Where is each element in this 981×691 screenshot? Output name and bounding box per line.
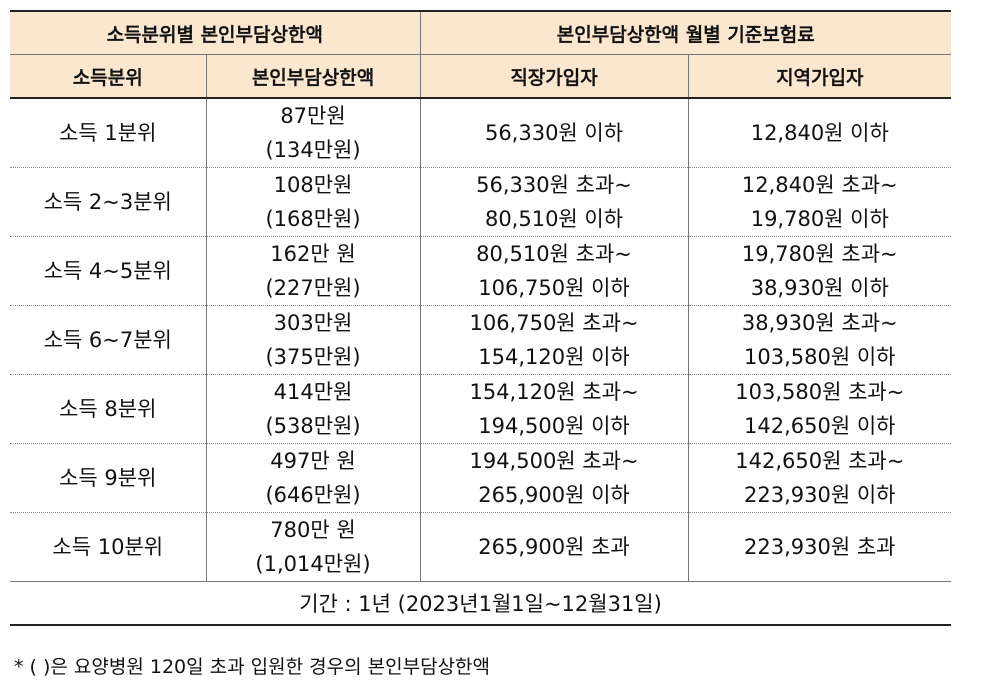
group-header-monthly-premium: 본인부담상한액 월별 기준보험료	[419, 10, 952, 55]
cap-amount-cell: 162만 원 (227만원)	[205, 236, 421, 306]
income-cap-table: 소득분위별 본인부담상한액 본인부담상한액 월별 기준보험료 소득분위 본인부담…	[10, 10, 952, 626]
group-header-income-cap: 소득분위별 본인부담상한액	[10, 10, 421, 55]
cap-amount-cell-line: 87만원	[280, 104, 346, 128]
cap-amount-cell-line: 497만 원	[270, 449, 356, 473]
employee-premium-cell-line: 80,510원 이하	[484, 207, 624, 231]
employee-premium-cell-line: 194,500원 초과~	[469, 449, 639, 473]
cap-amount-cell: 780만 원 (1,014만원)	[205, 512, 421, 582]
employee-premium-cell: 56,330원 초과~ 80,510원 이하	[419, 167, 689, 237]
cap-amount-cell-line: (646만원)	[265, 483, 361, 507]
regional-premium-cell-line: 223,930원 이하	[744, 483, 896, 507]
cap-amount-cell-line: 303만원	[273, 311, 353, 335]
income-bracket-cell: 소득 9분위	[10, 443, 206, 513]
employee-premium-cell-line: 154,120원 초과~	[469, 380, 639, 404]
regional-premium-cell-line: 12,840원 이하	[750, 121, 889, 145]
column-header-income-bracket: 소득분위	[10, 54, 206, 99]
regional-premium-cell: 223,930원 초과	[687, 512, 952, 582]
income-bracket-cell: 소득 8분위	[10, 374, 206, 444]
employee-premium-cell-line: 265,900원 초과	[478, 535, 630, 559]
regional-premium-cell-line: 103,580원 이하	[744, 345, 896, 369]
period-row: 기간 : 1년 (2023년1월1일~12월31일)	[10, 581, 952, 626]
employee-premium-cell-line: 106,750원 초과~	[469, 311, 639, 335]
regional-premium-cell-line: 142,650원 이하	[744, 414, 896, 438]
employee-premium-cell: 106,750원 초과~ 154,120원 이하	[419, 305, 689, 375]
cap-amount-cell-line: 780만 원	[270, 518, 356, 542]
column-header-employee: 직장가입자	[419, 54, 689, 99]
employee-premium-cell-line: 154,120원 이하	[478, 345, 630, 369]
cap-amount-cell: 303만원 (375만원)	[205, 305, 421, 375]
employee-premium-cell: 154,120원 초과~ 194,500원 이하	[419, 374, 689, 444]
regional-premium-cell-line: 103,580원 초과~	[735, 380, 905, 404]
cap-amount-cell-line: (1,014만원)	[255, 552, 371, 576]
cap-amount-cell-line: (134만원)	[265, 138, 361, 162]
table-row: 소득 10분위 780만 원 (1,014만원) 265,900원 초과 223,930…	[10, 512, 952, 582]
regional-premium-cell: 12,840원 초과~ 19,780원 이하	[687, 167, 952, 237]
cap-amount-cell-line: 108만원	[273, 173, 353, 197]
cap-amount-cell-line: 414만원	[273, 380, 353, 404]
income-bracket-cell: 소득 4~5분위	[10, 236, 206, 306]
column-header-regional: 지역가입자	[687, 54, 952, 99]
employee-premium-cell: 194,500원 초과~ 265,900원 이하	[419, 443, 689, 513]
regional-premium-cell-line: 223,930원 초과	[744, 535, 896, 559]
table-body: 소득 1분위 87만원 (134만원) 56,330원 이하 12,840원 이하 소득 …	[10, 98, 952, 582]
cap-amount-cell: 414만원 (538만원)	[205, 374, 421, 444]
regional-premium-cell-line: 142,650원 초과~	[735, 449, 905, 473]
employee-premium-cell-line: 194,500원 이하	[478, 414, 630, 438]
regional-premium-cell: 12,840원 이하	[687, 98, 952, 168]
regional-premium-cell-line: 38,930원 초과~	[741, 311, 898, 335]
cap-amount-cell-line: 162만 원	[270, 242, 356, 266]
table-row: 소득 2~3분위 108만원 (168만원) 56,330원 초과~ 80,510원 이…	[10, 167, 952, 237]
table-row: 소득 1분위 87만원 (134만원) 56,330원 이하 12,840원 이하	[10, 98, 952, 168]
employee-premium-cell-line: 106,750원 이하	[478, 276, 630, 300]
regional-premium-cell-line: 12,840원 초과~	[741, 173, 898, 197]
regional-premium-cell: 19,780원 초과~ 38,930원 이하	[687, 236, 952, 306]
cap-amount-cell-line: (168만원)	[265, 207, 361, 231]
employee-premium-cell-line: 80,510원 초과~	[476, 242, 632, 266]
regional-premium-cell-line: 19,780원 초과~	[741, 242, 898, 266]
column-header-cap-amount: 본인부담상한액	[205, 54, 421, 99]
cap-amount-cell: 497만 원 (646만원)	[205, 443, 421, 513]
employee-premium-cell: 80,510원 초과~ 106,750원 이하	[419, 236, 689, 306]
cap-amount-cell-line: (375만원)	[265, 345, 361, 369]
employee-premium-cell-line: 265,900원 이하	[478, 483, 630, 507]
regional-premium-cell: 38,930원 초과~ 103,580원 이하	[687, 305, 952, 375]
cap-amount-cell: 108만원 (168만원)	[205, 167, 421, 237]
income-bracket-cell: 소득 2~3분위	[10, 167, 206, 237]
regional-premium-cell-line: 19,780원 이하	[750, 207, 889, 231]
employee-premium-cell-line: 56,330원 초과~	[476, 173, 632, 197]
income-bracket-cell: 소득 1분위	[10, 98, 206, 168]
income-bracket-cell: 소득 6~7분위	[10, 305, 206, 375]
regional-premium-cell-line: 38,930원 이하	[750, 276, 889, 300]
table-row: 소득 8분위 414만원 (538만원) 154,120원 초과~ 194,500원 이…	[10, 374, 952, 444]
cap-amount-cell: 87만원 (134만원)	[205, 98, 421, 168]
regional-premium-cell: 142,650원 초과~ 223,930원 이하	[687, 443, 952, 513]
table-row: 소득 4~5분위 162만 원 (227만원) 80,510원 초과~ 106,750원…	[10, 236, 952, 306]
cap-amount-cell-line: (538만원)	[265, 414, 361, 438]
employee-premium-cell: 265,900원 초과	[419, 512, 689, 582]
table-row: 소득 9분위 497만 원 (646만원) 194,500원 초과~ 265,900원 …	[10, 443, 952, 513]
income-bracket-cell: 소득 10분위	[10, 512, 206, 582]
regional-premium-cell: 103,580원 초과~ 142,650원 이하	[687, 374, 952, 444]
employee-premium-cell: 56,330원 이하	[419, 98, 689, 168]
footnote: * ( )은 요양병원 120일 초과 입원한 경우의 본인부담상한액	[14, 656, 490, 678]
table-row: 소득 6~7분위 303만원 (375만원) 106,750원 초과~ 154,120원…	[10, 305, 952, 375]
employee-premium-cell-line: 56,330원 이하	[484, 121, 624, 145]
cap-amount-cell-line: (227만원)	[265, 276, 361, 300]
